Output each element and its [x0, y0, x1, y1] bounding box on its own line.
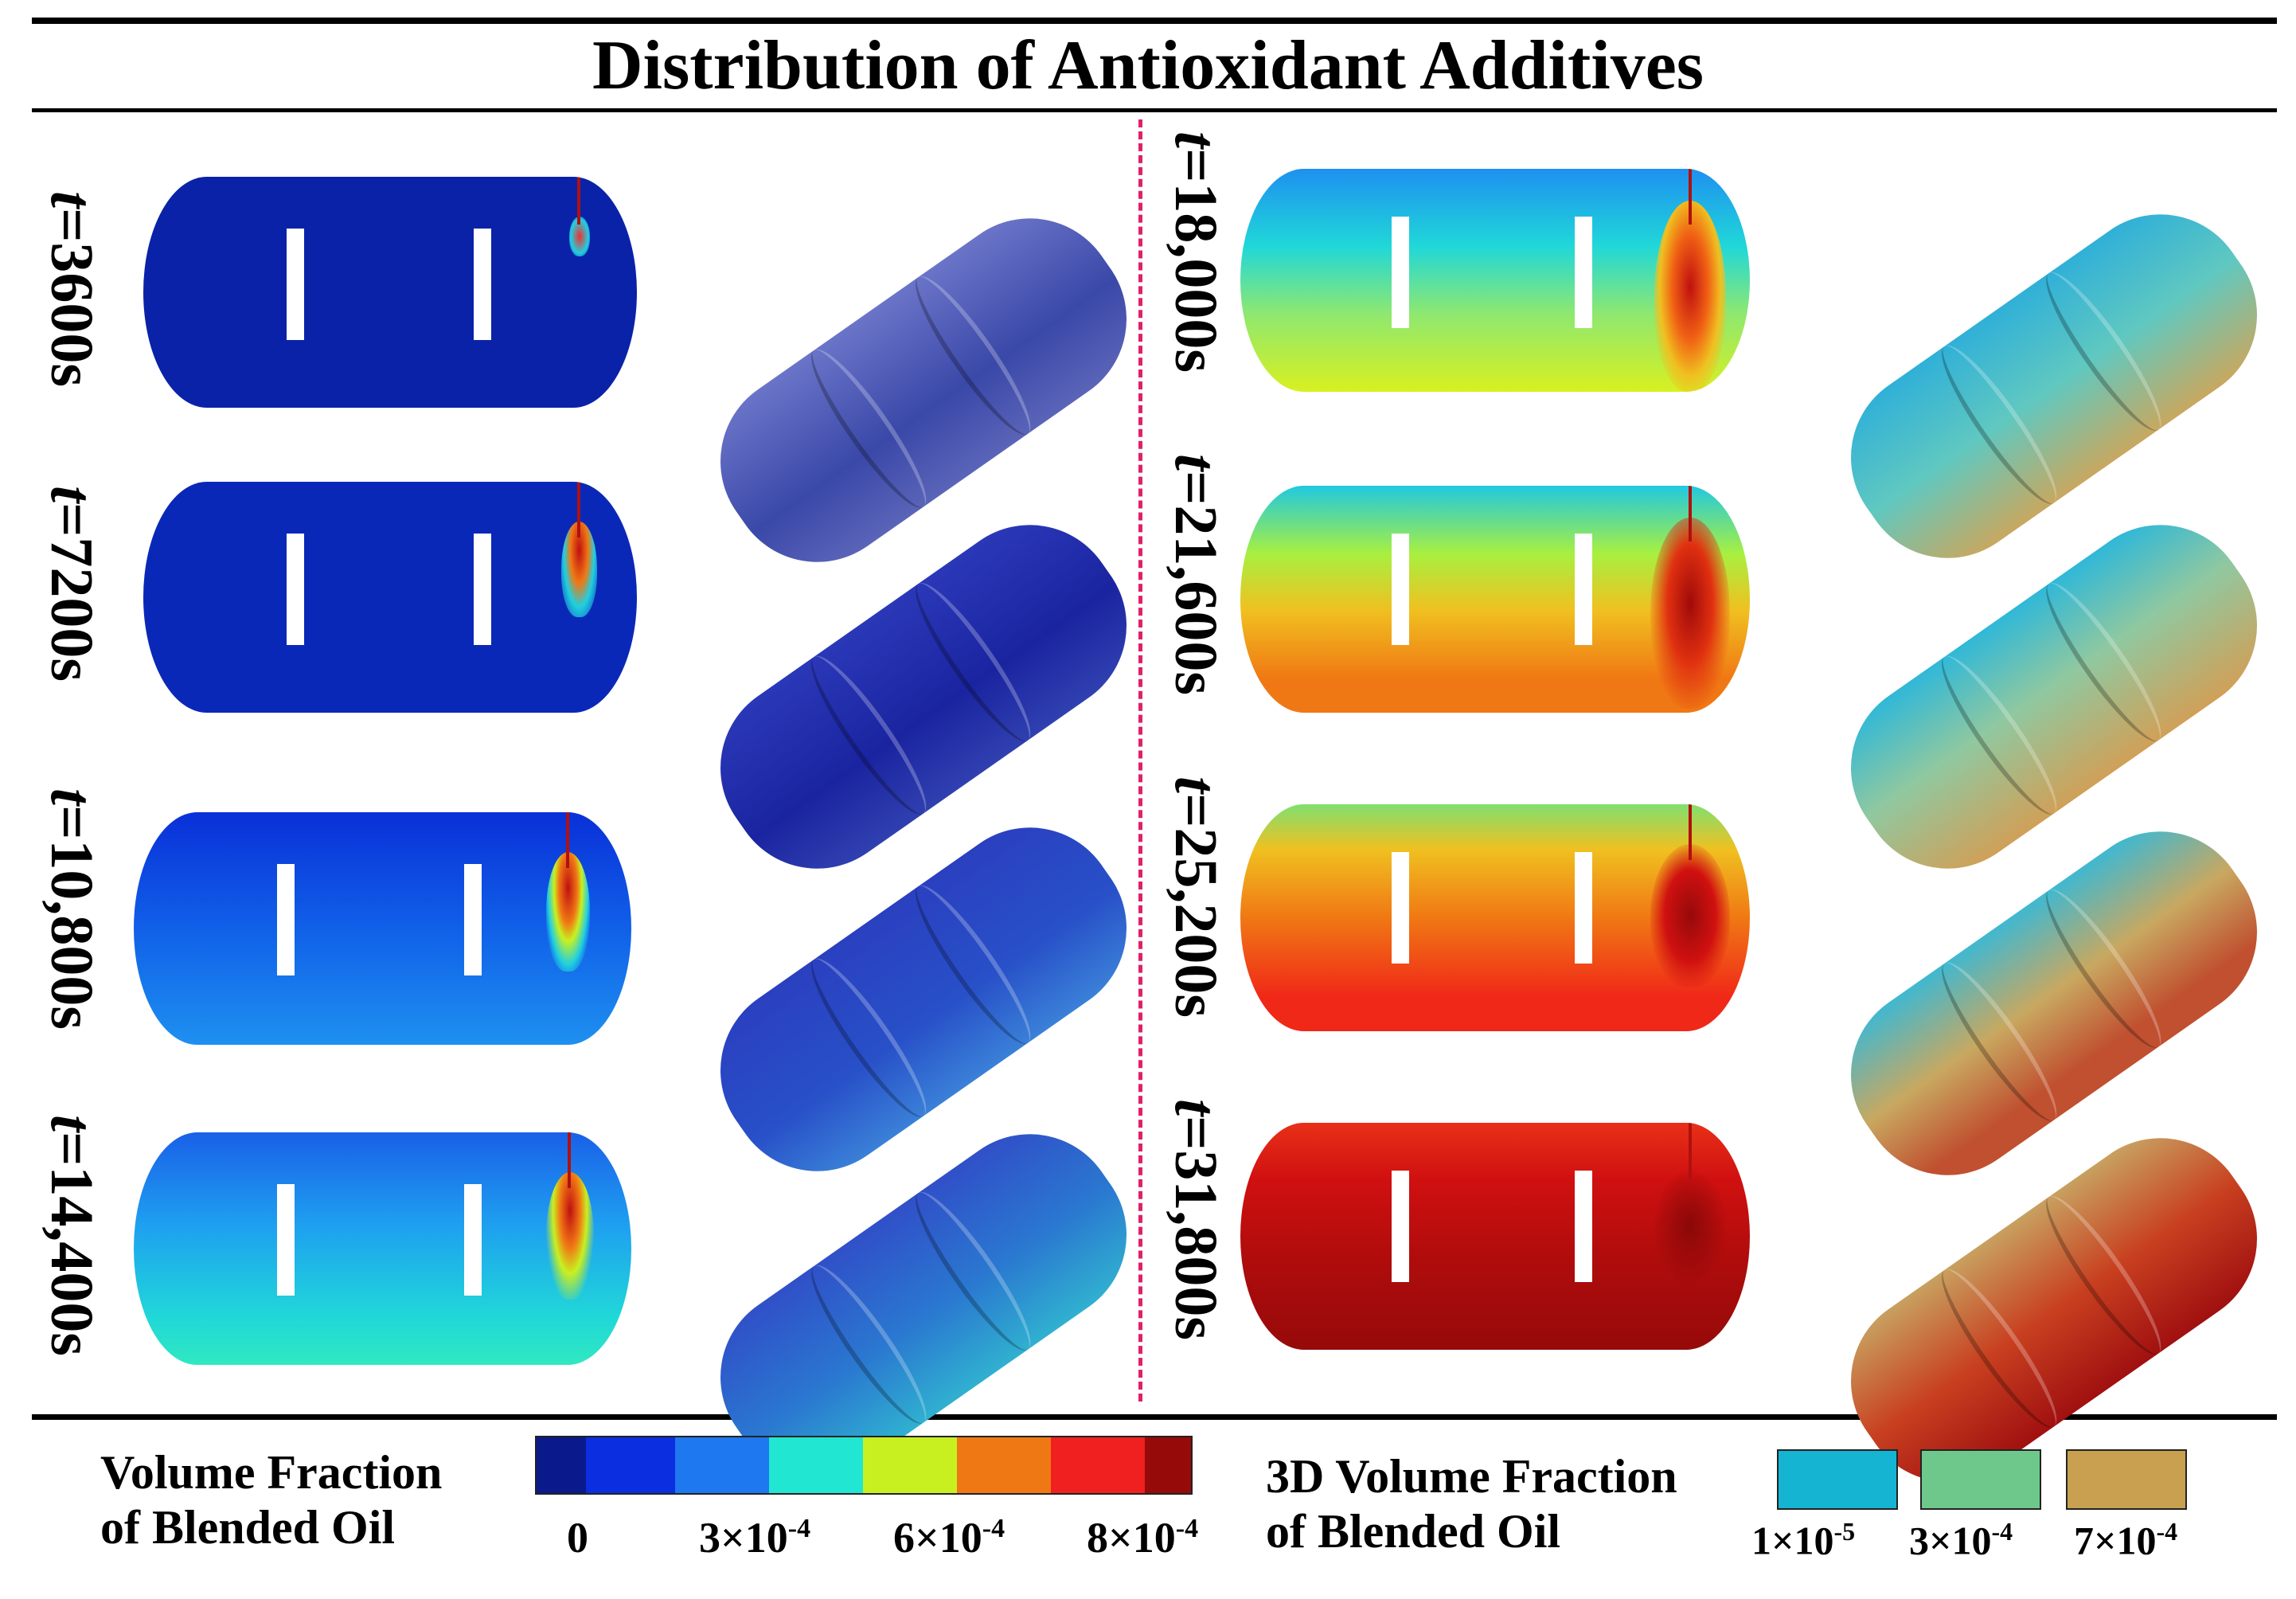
tank-baffle [1927, 334, 2071, 515]
injection-plume [546, 1172, 594, 1300]
baffle-slot [474, 534, 491, 645]
injection-plume [1650, 844, 1730, 987]
time-label-8: t=31,800s [1162, 1099, 1229, 1341]
time-label-5: t=18,000s [1162, 131, 1229, 373]
colorbar-2d [535, 1436, 1193, 1495]
tank-3d-6 [1816, 491, 2292, 903]
tank-baffle [797, 338, 941, 519]
tank-2d-2 [143, 482, 637, 713]
time-label-2: t=7200s [38, 486, 105, 682]
time-label-6: t=21,600s [1162, 454, 1229, 696]
time-label-3: t=10,800s [38, 788, 105, 1030]
legend-2d-label: Volume Fraction of Blended Oil [100, 1446, 443, 1554]
colorbar-segment [586, 1437, 675, 1493]
tank-baffle [797, 1253, 941, 1435]
colorbar-segment [1145, 1437, 1191, 1493]
legend-3d-tick-2: 7×10-4 [2074, 1517, 2178, 1563]
colorbar-tick-1: 3×10-4 [699, 1514, 811, 1562]
tank-3d-5 [1816, 180, 2292, 592]
tank-baffle [797, 644, 941, 826]
tank-baffle [2032, 1185, 2176, 1366]
tank-2d-6 [1240, 486, 1750, 713]
colorbar-tick-2: 6×10-4 [893, 1514, 1005, 1562]
tank-baffle [2032, 261, 2176, 442]
tank-baffle [1927, 1257, 2071, 1439]
legend-3d-label: 3D Volume Fraction of Blended Oil [1266, 1450, 1677, 1558]
tank-baffle [797, 947, 941, 1128]
tank-2d-4 [134, 1132, 631, 1365]
baffle-slot [1575, 534, 1592, 645]
baffle-slot [474, 229, 491, 340]
tank-2d-5 [1240, 169, 1750, 392]
injection-plume [1654, 201, 1726, 392]
colorbar-segment [1051, 1437, 1145, 1493]
tank-baffle [2032, 572, 2176, 753]
injection-needle [1689, 486, 1692, 541]
baffle-slot [277, 864, 295, 975]
tank-baffle [901, 572, 1045, 753]
baffle-slot [1392, 534, 1409, 645]
tank-3d-1 [685, 184, 1162, 596]
injection-plume [561, 522, 597, 617]
panel-divider [1138, 119, 1142, 1402]
colorbar-segment [957, 1437, 1051, 1493]
legend-3d-tick-0: 1×10-5 [1751, 1517, 1856, 1563]
colorbar-tick-0: 0 [567, 1514, 588, 1562]
injection-plume [546, 852, 590, 972]
baffle-slot [464, 1184, 482, 1296]
colorbar-tick-3: 8×10-4 [1087, 1514, 1199, 1562]
colorbar-segment [537, 1437, 586, 1493]
top-rule [32, 18, 2277, 24]
baffle-slot [277, 1184, 295, 1296]
time-label-7: t=25,200s [1162, 776, 1229, 1018]
baffle-slot [287, 534, 304, 645]
tank-3d-3 [685, 793, 1162, 1206]
baffle-slot [464, 864, 482, 975]
legend-rule [32, 1414, 2277, 1420]
tank-2d-8 [1240, 1123, 1750, 1350]
legend-3d-swatch-mid [1920, 1449, 2041, 1510]
injection-needle [577, 482, 580, 538]
injection-plume [1654, 1171, 1726, 1282]
injection-needle [1689, 1123, 1692, 1179]
tank-3d-2 [685, 491, 1162, 903]
injection-needle [1689, 169, 1692, 225]
baffle-slot [1575, 1171, 1592, 1282]
legend-3d-swatch-low [1777, 1449, 1898, 1510]
baffle-slot [287, 229, 304, 340]
colorbar-segment [675, 1437, 769, 1493]
time-label-1: t=3600s [38, 191, 105, 388]
tank-baffle [2032, 878, 2176, 1059]
baffle-slot [1392, 852, 1409, 964]
injection-needle [566, 812, 569, 868]
time-label-4: t=14,400s [38, 1115, 105, 1357]
tank-baffle [901, 265, 1045, 446]
tank-baffle [1927, 644, 2071, 826]
tank-3d-7 [1816, 797, 2292, 1210]
legend-3d-tick-1: 3×10-4 [1909, 1517, 2013, 1563]
baffle-slot [1392, 1171, 1409, 1282]
figure-title: Distribution of Antioxidant Additives [592, 27, 1704, 104]
injection-needle [1689, 804, 1692, 860]
tank-baffle [901, 1181, 1045, 1362]
baffle-slot [1575, 217, 1592, 328]
legend-3d-swatch-high [2066, 1449, 2187, 1510]
baffle-slot [1575, 852, 1592, 964]
tank-baffle [1927, 951, 2071, 1132]
colorbar-segment [769, 1437, 863, 1493]
title-rule [32, 108, 2277, 112]
tank-baffle [901, 874, 1045, 1055]
colorbar-segment [863, 1437, 957, 1493]
injection-needle [568, 1132, 571, 1188]
injection-needle [577, 177, 580, 225]
injection-plume [1650, 518, 1730, 709]
baffle-slot [1392, 217, 1409, 328]
tank-2d-1 [143, 177, 637, 408]
tank-2d-3 [134, 812, 631, 1045]
tank-2d-7 [1240, 804, 1750, 1031]
